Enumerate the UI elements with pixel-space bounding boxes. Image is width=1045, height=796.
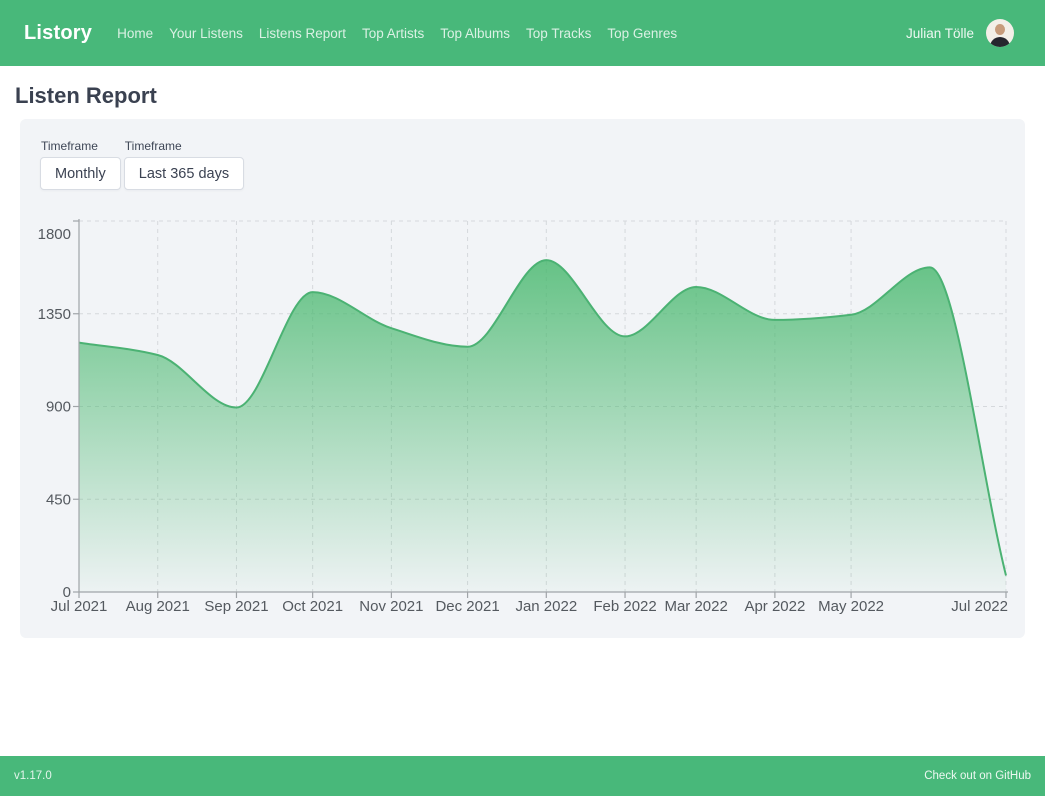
nav-item-home[interactable]: Home (117, 25, 154, 41)
svg-text:Jan 2022: Jan 2022 (515, 598, 577, 615)
timeframe-type-group: Timeframe Monthly (40, 139, 121, 190)
footer: v1.17.0 Check out on GitHub (0, 756, 1045, 796)
avatar-head (995, 24, 1005, 35)
svg-text:0: 0 (63, 584, 71, 601)
nav-item-listens-report[interactable]: Listens Report (258, 25, 346, 41)
avatar-torso (990, 37, 1010, 47)
listen-area-chart[interactable]: 0 450 900 1350 1800 Jul 2021 Aug 2021 Sep 2021 O… (30, 217, 1015, 617)
brand-logo[interactable]: Listory (24, 21, 93, 44)
nav-item-top-tracks[interactable]: Top Tracks (526, 25, 592, 41)
svg-text:Aug 2021: Aug 2021 (126, 598, 190, 615)
github-link[interactable]: Check out on GitHub (924, 770, 1031, 782)
svg-text:Dec 2021: Dec 2021 (435, 598, 499, 615)
svg-text:1800: 1800 (38, 226, 71, 243)
svg-text:May 2022: May 2022 (818, 598, 884, 615)
svg-text:Jul 2022: Jul 2022 (951, 598, 1008, 615)
svg-text:Mar 2022: Mar 2022 (664, 598, 727, 615)
user-name[interactable]: Julian Tölle (905, 25, 974, 41)
svg-text:Sep 2021: Sep 2021 (204, 598, 268, 615)
svg-text:900: 900 (46, 399, 71, 416)
timeframe-filters: Timeframe Monthly Timeframe Last 365 day… (20, 119, 1025, 190)
report-card: Timeframe Monthly Timeframe Last 365 day… (20, 119, 1025, 638)
nav-item-top-albums[interactable]: Top Albums (440, 25, 511, 41)
timeframe-range-dropdown[interactable]: Last 365 days (123, 157, 245, 190)
timeframe-range-group: Timeframe Last 365 days (123, 139, 245, 190)
svg-text:Feb 2022: Feb 2022 (593, 598, 656, 615)
listen-chart[interactable]: 0 450 900 1350 1800 Jul 2021 Aug 2021 Sep 2021 O… (30, 217, 1015, 617)
svg-text:Apr 2022: Apr 2022 (744, 598, 805, 615)
navbar: Listory Home Your Listens Listens Report To… (0, 0, 1045, 66)
timeframe-type-label: Timeframe (41, 139, 98, 153)
svg-text:1350: 1350 (38, 306, 71, 323)
svg-text:Oct 2021: Oct 2021 (282, 598, 343, 615)
nav-item-your-listens[interactable]: Your Listens (169, 25, 243, 41)
user-avatar[interactable] (986, 19, 1014, 47)
svg-text:Nov 2021: Nov 2021 (359, 598, 423, 615)
timeframe-range-label: Timeframe (124, 139, 182, 153)
page-title: Listen Report (15, 83, 157, 108)
app-version: v1.17.0 (14, 770, 52, 782)
main-nav: Home Your Listens Listens Report Top Artist… (117, 26, 677, 41)
timeframe-type-dropdown[interactable]: Monthly (40, 157, 121, 190)
svg-text:450: 450 (46, 491, 71, 508)
svg-text:Jul 2021: Jul 2021 (51, 598, 108, 615)
main-content: Listen Report Timeframe Monthly Timefram… (0, 83, 1045, 638)
nav-item-top-genres[interactable]: Top Genres (607, 25, 678, 41)
nav-item-top-artists[interactable]: Top Artists (361, 25, 425, 41)
